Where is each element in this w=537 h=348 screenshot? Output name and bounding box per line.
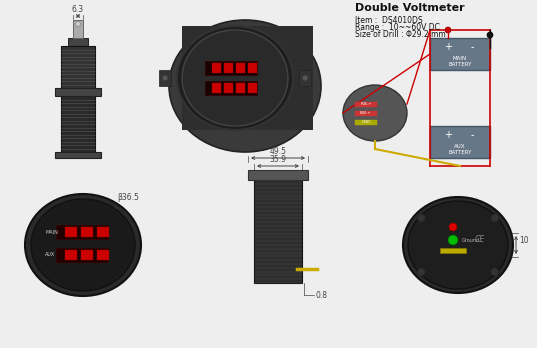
Ellipse shape — [302, 75, 308, 81]
Text: AUX: AUX — [45, 253, 55, 258]
Bar — [97, 250, 109, 260]
Ellipse shape — [408, 201, 508, 289]
Ellipse shape — [25, 194, 141, 296]
Text: B.B.+: B.B.+ — [360, 111, 372, 115]
Text: CE: CE — [475, 236, 485, 245]
Bar — [61, 96, 95, 152]
Text: -: - — [470, 42, 474, 52]
Text: 10: 10 — [519, 236, 529, 245]
Bar — [81, 227, 93, 237]
Text: AUX: AUX — [454, 144, 466, 150]
Text: Ground: Ground — [462, 237, 480, 243]
Bar — [65, 250, 77, 260]
Bar — [224, 63, 233, 73]
Bar — [56, 225, 108, 239]
Bar — [430, 126, 490, 158]
Bar — [236, 83, 245, 93]
Bar — [205, 81, 257, 95]
Text: 35.9: 35.9 — [270, 155, 287, 164]
Bar — [254, 180, 302, 283]
Bar — [65, 227, 77, 237]
Bar — [212, 63, 221, 73]
Text: GND: GND — [361, 120, 371, 124]
Text: BATTERY: BATTERY — [448, 150, 471, 156]
Bar — [430, 38, 490, 70]
Bar — [61, 46, 95, 88]
Text: Size of Drill : Φ29.2 mm: Size of Drill : Φ29.2 mm — [355, 30, 446, 39]
Ellipse shape — [343, 85, 407, 141]
Bar — [236, 63, 245, 73]
Bar — [355, 111, 377, 116]
Ellipse shape — [177, 26, 293, 130]
Bar — [97, 227, 109, 237]
Ellipse shape — [417, 214, 425, 222]
Ellipse shape — [448, 235, 458, 245]
Text: +: + — [444, 130, 452, 140]
Text: Range :  10~~60V DC: Range : 10~~60V DC — [355, 23, 440, 32]
Text: Double Voltmeter: Double Voltmeter — [355, 3, 465, 13]
Bar — [205, 61, 257, 75]
Bar — [81, 250, 93, 260]
Bar — [73, 20, 83, 38]
Ellipse shape — [182, 30, 288, 126]
Ellipse shape — [449, 223, 457, 231]
Bar — [212, 83, 221, 93]
Bar — [55, 88, 101, 96]
Ellipse shape — [491, 268, 499, 276]
Ellipse shape — [403, 197, 513, 293]
Bar — [159, 70, 171, 86]
Text: MAIN: MAIN — [45, 229, 58, 235]
Text: β36.5: β36.5 — [117, 193, 139, 203]
Ellipse shape — [31, 199, 135, 291]
Bar — [224, 83, 233, 93]
Text: 6.3: 6.3 — [72, 5, 84, 14]
Bar — [182, 26, 313, 130]
Ellipse shape — [169, 20, 321, 152]
Ellipse shape — [445, 27, 451, 33]
Text: MAIN: MAIN — [453, 56, 467, 62]
Bar — [355, 102, 377, 107]
Ellipse shape — [491, 214, 499, 222]
Bar — [248, 170, 308, 180]
Bar — [440, 248, 466, 253]
Ellipse shape — [76, 22, 81, 26]
Text: BATTERY: BATTERY — [448, 63, 471, 68]
Bar — [55, 152, 101, 158]
Bar — [248, 63, 257, 73]
Bar — [56, 248, 108, 262]
Bar — [299, 70, 311, 86]
Bar — [68, 38, 88, 46]
Text: -: - — [470, 130, 474, 140]
Ellipse shape — [417, 268, 425, 276]
Text: R.B.+: R.B.+ — [360, 102, 372, 106]
Ellipse shape — [487, 32, 493, 38]
Text: Item :  DS4010DS: Item : DS4010DS — [355, 16, 423, 25]
Text: 49.5: 49.5 — [270, 147, 287, 156]
Bar — [248, 83, 257, 93]
Bar — [355, 120, 377, 125]
Ellipse shape — [162, 75, 168, 81]
Text: +: + — [444, 42, 452, 52]
Text: 0.8: 0.8 — [316, 291, 328, 300]
